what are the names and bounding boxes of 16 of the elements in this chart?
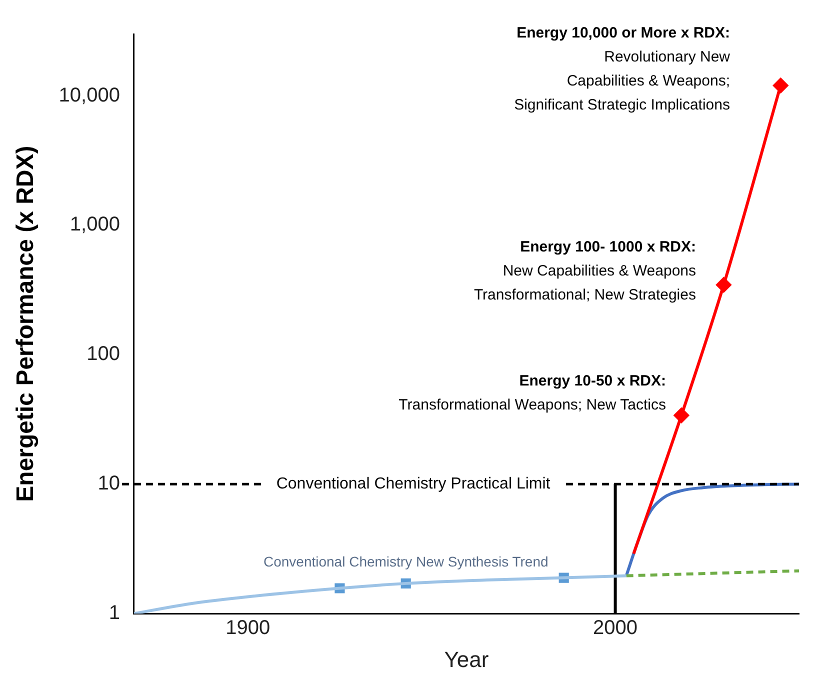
line-series xyxy=(134,574,628,614)
point xyxy=(773,78,788,94)
annotation: Energy 10,000 or More x RDX: Revolutionary New Capabilities & Weapons; Significant Strategic Implications xyxy=(514,24,730,114)
y-tick-label: 10,000 xyxy=(58,84,120,106)
x-tick-label: 2000 xyxy=(593,617,638,640)
ref-line-label: Conventional Chemistry Practical Limit xyxy=(276,476,551,493)
series-label: Conventional Chemistry New Synthesis Trend xyxy=(263,553,548,570)
x-tick-label: 1900 xyxy=(226,617,270,640)
annotation: Energy 100- 1000 x RDX: New Capabilities & Weapons Transformational; New Strategies xyxy=(474,238,696,304)
y-tick-label: 10 xyxy=(98,472,120,495)
x-axis-title: Year xyxy=(444,646,489,672)
y-tick-label: 1,000 xyxy=(70,214,120,236)
annotation: Energy 10-50 x RDX: Transformational Weapons; New Tactics xyxy=(398,372,666,414)
y-tick-label: 1 xyxy=(108,602,120,624)
y-tick-label: 100 xyxy=(86,343,120,366)
y-axis-title: Energetic Performance (x RDX) xyxy=(12,146,40,502)
